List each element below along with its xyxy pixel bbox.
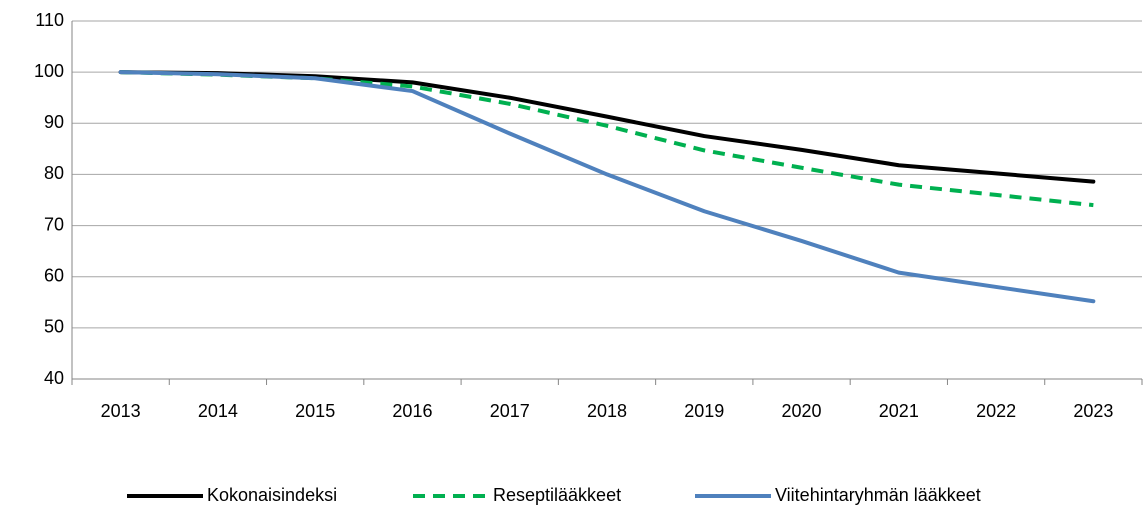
x-tick-label: 2023 <box>1073 401 1113 421</box>
x-tick-label: 2015 <box>295 401 335 421</box>
y-tick-label: 100 <box>34 61 64 81</box>
series-line <box>120 70 1094 208</box>
x-tick-label: 2017 <box>490 401 530 421</box>
series-line <box>118 70 1096 304</box>
y-tick-label: 90 <box>44 112 64 132</box>
y-tick-label: 50 <box>44 317 64 337</box>
legend-label: Kokonaisindeksi <box>207 485 337 505</box>
x-tick-label: 2013 <box>101 401 141 421</box>
legend-label: Viitehintaryhmän lääkkeet <box>775 485 981 505</box>
x-tick-label: 2019 <box>684 401 724 421</box>
x-tick-label: 2022 <box>976 401 1016 421</box>
y-tick-label: 80 <box>44 163 64 183</box>
y-tick-label: 40 <box>44 368 64 388</box>
y-tick-label: 60 <box>44 265 64 285</box>
y-tick-label: 70 <box>44 214 64 234</box>
x-tick-label: 2021 <box>879 401 919 421</box>
x-tick-label: 2016 <box>392 401 432 421</box>
legend-label: Reseptilääkkeet <box>493 485 621 505</box>
x-tick-label: 2018 <box>587 401 627 421</box>
x-tick-label: 2014 <box>198 401 238 421</box>
y-tick-label: 110 <box>35 10 64 30</box>
x-tick-label: 2020 <box>782 401 822 421</box>
